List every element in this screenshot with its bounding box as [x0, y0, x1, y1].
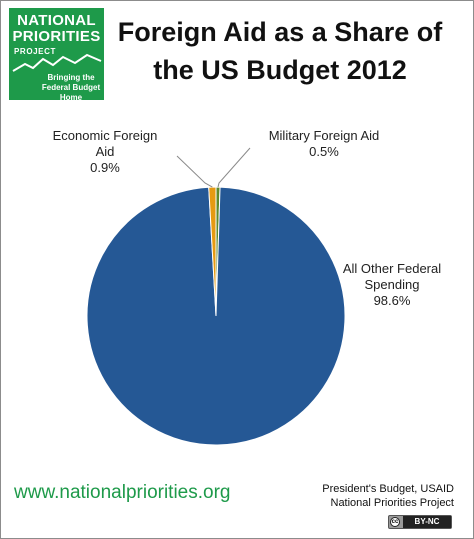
slice-label-line: 0.5%: [309, 144, 339, 159]
logo-line-1: NATIONAL: [17, 12, 96, 29]
slice-label-line: 98.6%: [374, 293, 411, 308]
slice-label-line: All Other Federal: [343, 261, 441, 276]
logo-tagline: Bringing the Federal Budget Home: [39, 73, 103, 103]
logo-zigzag-icon: [12, 53, 102, 72]
npp-logo: NATIONAL PRIORITIES PROJECT Bringing the…: [9, 8, 104, 103]
source-line-1: President's Budget, USAID: [322, 483, 454, 495]
slice-label-all-other-federal-spending: All Other Federal Spending 98.6%: [343, 261, 441, 308]
license-text: BY-NC: [403, 516, 451, 528]
source-note: President's Budget, USAID National Prior…: [322, 482, 454, 510]
leader-line-economic-foreign-aid: [176, 155, 213, 188]
slice-label-military-foreign-aid: Military Foreign Aid 0.5%: [269, 128, 380, 159]
slice-label-line: Spending: [365, 277, 420, 292]
source-line-2: National Priorities Project: [330, 497, 455, 509]
logo-tagline-2: Federal Budget Home: [41, 83, 101, 102]
logo-line-2: PRIORITIES: [12, 28, 101, 45]
slice-label-line: Economic Foreign: [53, 128, 158, 143]
leader-line-military-foreign-aid: [217, 147, 251, 188]
chart-title: Foreign Aid as a Share of the US Budget …: [111, 13, 449, 89]
license-badge[interactable]: cc BY-NC: [388, 515, 452, 529]
logo-line-3: PROJECT: [14, 47, 56, 56]
slice-label-line: Aid: [96, 144, 115, 159]
logo-tagline-1: Bringing the: [47, 73, 95, 82]
slice-label-line: Military Foreign Aid: [269, 128, 380, 143]
website-link[interactable]: www.nationalpriorities.org: [14, 482, 231, 503]
slice-label-line: 0.9%: [90, 160, 120, 175]
cc-icon: cc: [390, 517, 400, 527]
slice-label-economic-foreign-aid: Economic Foreign Aid 0.9%: [53, 128, 158, 175]
chart-title-line-2: the US Budget 2012: [153, 55, 407, 85]
chart-title-line-1: Foreign Aid as a Share of: [117, 17, 443, 47]
